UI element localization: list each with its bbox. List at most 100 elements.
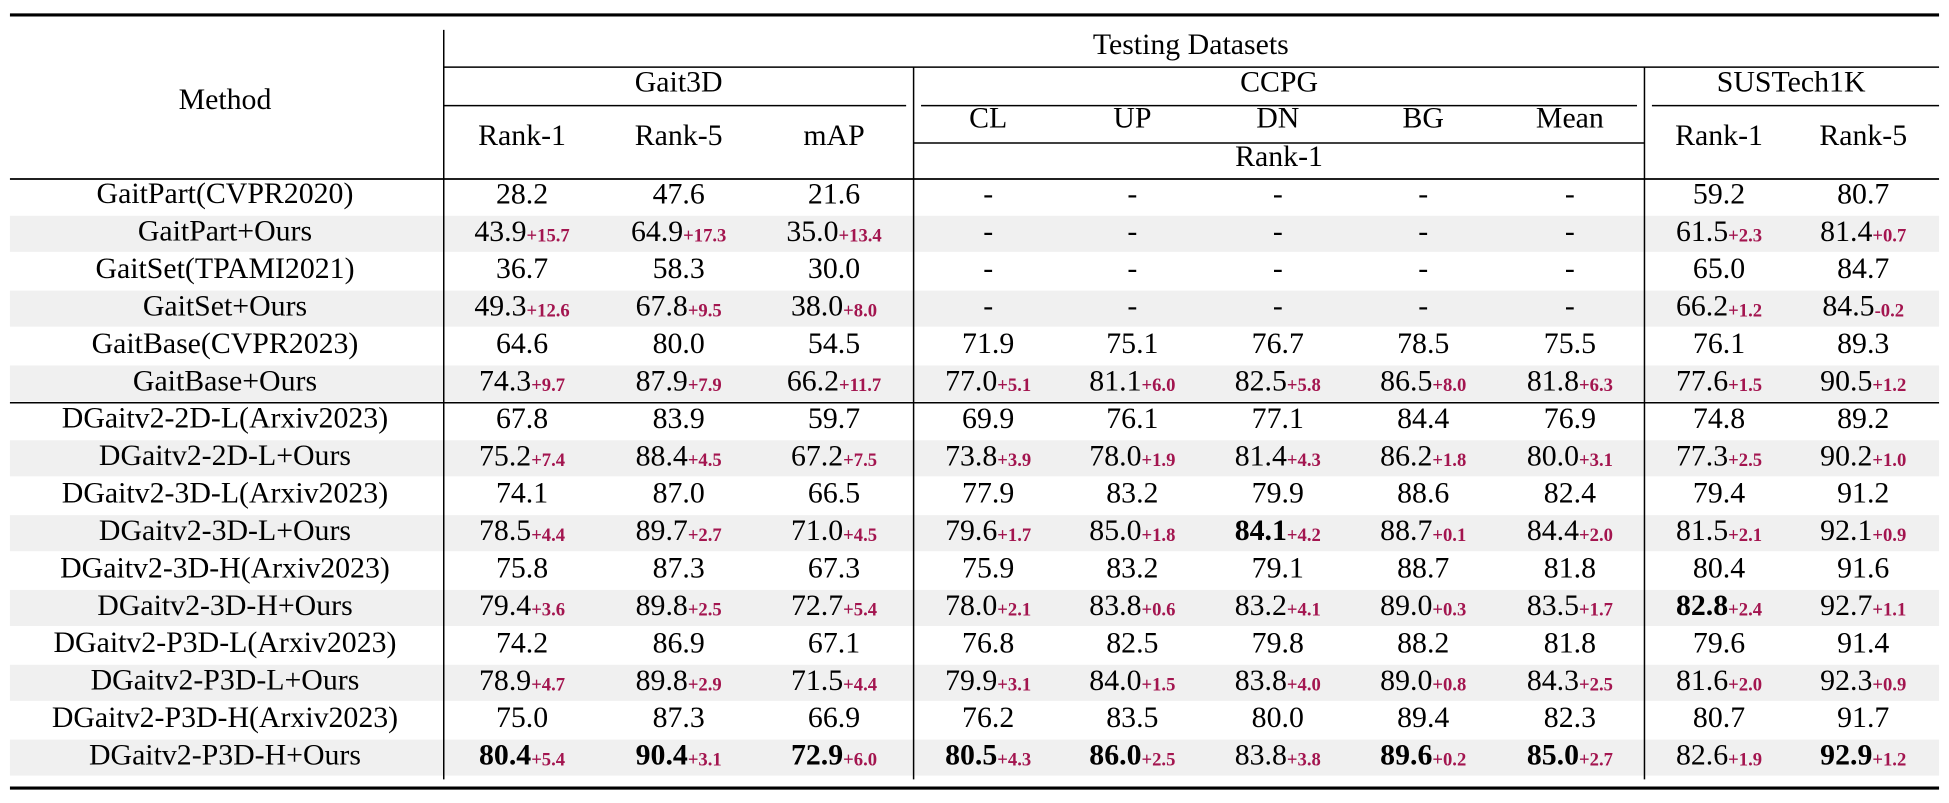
cell: 82.3: [1544, 701, 1596, 734]
cell-value: 74.3: [479, 364, 531, 397]
cell-value: 67.3: [808, 551, 860, 584]
method-cell: DGaitv2-P3D-L(Arxiv2023): [53, 626, 396, 659]
cell: 78.9+4.7: [479, 664, 565, 697]
cell-delta: +8.0: [843, 301, 877, 322]
cell-value: 84.3: [1527, 664, 1579, 697]
cell: 89.0+0.8: [1380, 664, 1466, 697]
cell-value: 81.8: [1527, 364, 1579, 397]
cell-value: 87.9: [636, 364, 688, 397]
cell: 83.8+4.0: [1235, 664, 1321, 697]
cell-value: -: [983, 289, 993, 322]
cell-value: 86.5: [1380, 364, 1432, 397]
cell-value: -: [1127, 215, 1137, 248]
cell: 84.1+4.2: [1235, 514, 1321, 547]
cell-value: 30.0: [808, 252, 860, 285]
cell-delta: +7.9: [688, 375, 722, 396]
cell: 72.7+5.4: [791, 589, 877, 622]
row-shade: [9, 365, 1940, 402]
cell: -: [1565, 215, 1575, 248]
cell: 79.1: [1252, 551, 1304, 584]
cell: 21.6: [808, 177, 860, 210]
cell: 76.2: [962, 701, 1014, 734]
cell: 80.4: [1693, 551, 1745, 584]
cell: 76.9: [1544, 402, 1596, 435]
method-cell: GaitBase+Ours: [133, 364, 317, 397]
cell-value: 80.0: [1252, 701, 1304, 734]
cell: 79.6: [1693, 626, 1745, 659]
cell: 75.2+7.4: [479, 439, 565, 472]
cell-value: 67.1: [808, 626, 860, 659]
cell-value: 82.8: [1676, 589, 1728, 622]
cell-delta: +0.3: [1432, 600, 1466, 621]
cell-value: 76.7: [1252, 327, 1304, 360]
cell-value: 82.4: [1544, 477, 1596, 510]
cell-value: 89.0: [1380, 664, 1432, 697]
cell-value: 86.0: [1089, 738, 1141, 771]
cell: 59.7: [808, 402, 860, 435]
cell-value: 83.8: [1235, 738, 1287, 771]
cell-value: 83.9: [653, 402, 705, 435]
cell: 89.3: [1837, 327, 1889, 360]
cell-delta: +1.9: [1142, 450, 1176, 471]
cell: 77.1: [1252, 402, 1304, 435]
cell: 43.9+15.7: [474, 215, 569, 248]
header-cell: DN: [1256, 101, 1299, 134]
cell-value: 74.2: [496, 626, 548, 659]
header-cell: CL: [969, 101, 1007, 134]
cell-value: 71.0: [791, 514, 843, 547]
header-cell: Testing Datasets: [1093, 28, 1289, 61]
cell: 92.9+1.2: [1820, 738, 1906, 771]
cell-value: 74.8: [1693, 402, 1745, 435]
method-cell: DGaitv2-P3D-L+Ours: [91, 664, 360, 697]
cell-value: 88.7: [1380, 514, 1432, 547]
cell-value: 87.0: [653, 477, 705, 510]
cell-value: 89.8: [636, 589, 688, 622]
cell: 74.3+9.7: [479, 364, 565, 397]
cell-value: 36.7: [496, 252, 548, 285]
cell-delta: +2.0: [1728, 675, 1762, 696]
cell: 89.8+2.5: [636, 589, 722, 622]
cell-value: -: [983, 252, 993, 285]
cell-value: 66.9: [808, 701, 860, 734]
cell-value: -: [1565, 177, 1575, 210]
cell: 74.8: [1693, 402, 1745, 435]
cell: 85.0+2.7: [1527, 738, 1613, 771]
cell-value: 76.1: [1693, 327, 1745, 360]
method-cell: GaitBase(CVPR2023): [92, 327, 359, 360]
cell: 82.5: [1106, 626, 1158, 659]
cell: 36.7: [496, 252, 548, 285]
cell: 82.5+5.8: [1235, 364, 1321, 397]
cell-delta: +4.0: [1287, 675, 1321, 696]
cell-value: 81.6: [1676, 664, 1728, 697]
cell-value: 89.0: [1380, 589, 1432, 622]
cell-value: 77.1: [1252, 402, 1304, 435]
cell-delta: +15.7: [527, 226, 570, 247]
cell: -: [1418, 289, 1428, 322]
cell-value: 81.1: [1089, 364, 1141, 397]
header-cell: CCPG: [1240, 65, 1318, 98]
cell-value: 67.8: [496, 402, 548, 435]
cell: 89.4: [1397, 701, 1449, 734]
cell-value: 75.2: [479, 439, 531, 472]
cell: 87.3: [653, 701, 705, 734]
cell-value: 73.8: [945, 439, 997, 472]
cell: 81.8+6.3: [1527, 364, 1613, 397]
cell: 66.2+11.7: [787, 364, 881, 397]
cell-value: 49.3: [474, 289, 526, 322]
cell: 77.9: [962, 477, 1014, 510]
row-shade: [9, 664, 1940, 701]
cell: 81.4+4.3: [1235, 439, 1321, 472]
cell-value: 89.3: [1837, 327, 1889, 360]
cell-delta: +0.9: [1872, 675, 1906, 696]
cell: 82.4: [1544, 477, 1596, 510]
cell: 83.9: [653, 402, 705, 435]
cell-value: -: [1273, 215, 1283, 248]
cell-value: 75.5: [1544, 327, 1596, 360]
cell-delta: +4.2: [1287, 525, 1321, 546]
cell: 80.5+4.3: [945, 738, 1031, 771]
cell-value: 77.0: [945, 364, 997, 397]
cell-value: 89.4: [1397, 701, 1449, 734]
cell: 92.7+1.1: [1820, 589, 1906, 622]
cell: 78.0+2.1: [945, 589, 1031, 622]
cell-value: -: [983, 215, 993, 248]
